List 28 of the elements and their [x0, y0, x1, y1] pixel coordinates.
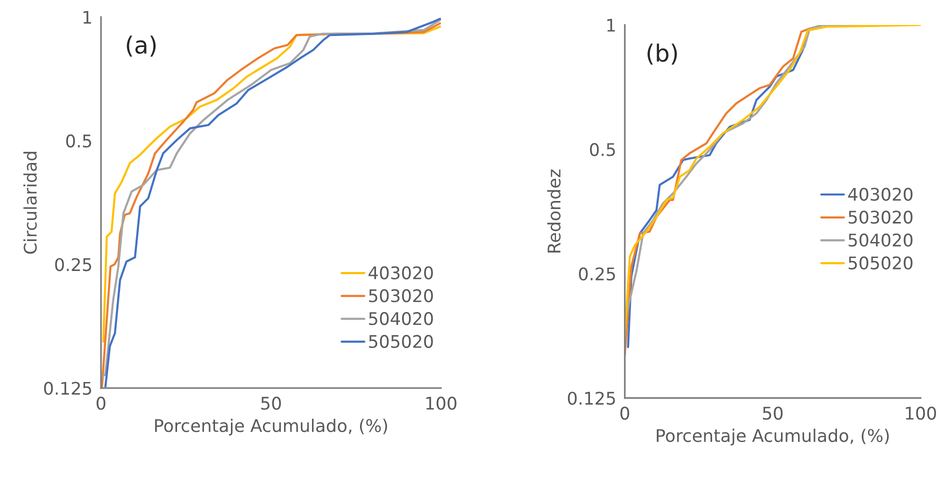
legend-label: 505020 [848, 256, 912, 270]
x-tick-label: 50 [261, 396, 281, 410]
legend-label: 403020 [368, 266, 433, 280]
legend-label: 503020 [848, 210, 912, 224]
text: (b) [648, 44, 677, 65]
y-tick-label: 0.5 [66, 134, 92, 148]
y-axis-title: Redondez [547, 170, 561, 252]
y-axis-title: Circularidad [23, 152, 37, 254]
y-tick-label: 1 [84, 10, 92, 24]
y-tick-label: 0.5 [590, 143, 615, 156]
y-tick-label: 0.125 [568, 392, 615, 405]
legend-label: 503020 [369, 289, 433, 302]
y-tick-label: 0.25 [55, 258, 92, 272]
text: (a) [126, 36, 156, 57]
y-tick-label: 1 [607, 18, 615, 32]
legend-label: 504020 [848, 233, 912, 247]
x-tick-label: 100 [426, 396, 456, 410]
legend-label: 403020 [848, 188, 912, 201]
x-tick-label: 0 [620, 406, 630, 420]
x-tick-label: 50 [762, 406, 783, 420]
y-tick-label: 0.25 [578, 267, 615, 280]
x-axis-title: Porcentaje Acumulado, (%) [656, 428, 889, 446]
x-tick-label: 0 [96, 396, 106, 410]
x-axis-title: Porcentaje Acumulado, (%) [155, 418, 388, 436]
legend-label: 504020 [369, 312, 433, 326]
legend-label: 505020 [369, 334, 433, 348]
y-tick-label: 0.125 [44, 382, 92, 395]
x-tick-label: 100 [906, 406, 936, 420]
